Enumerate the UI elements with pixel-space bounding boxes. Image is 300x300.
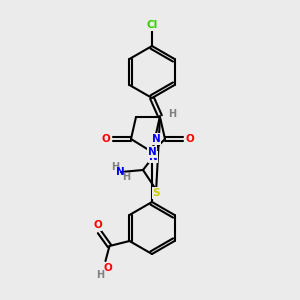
Text: H: H xyxy=(168,109,176,119)
Text: H: H xyxy=(96,270,104,280)
Text: H: H xyxy=(111,162,119,172)
Text: H: H xyxy=(122,172,130,182)
Text: Cl: Cl xyxy=(146,20,158,30)
Text: O: O xyxy=(186,134,194,144)
Text: O: O xyxy=(102,134,110,144)
Text: N: N xyxy=(148,147,156,157)
Text: O: O xyxy=(103,263,112,273)
Text: S: S xyxy=(152,188,160,198)
Text: O: O xyxy=(93,220,102,230)
Text: N: N xyxy=(152,134,160,144)
Text: N: N xyxy=(148,152,158,162)
Text: N: N xyxy=(116,167,124,177)
